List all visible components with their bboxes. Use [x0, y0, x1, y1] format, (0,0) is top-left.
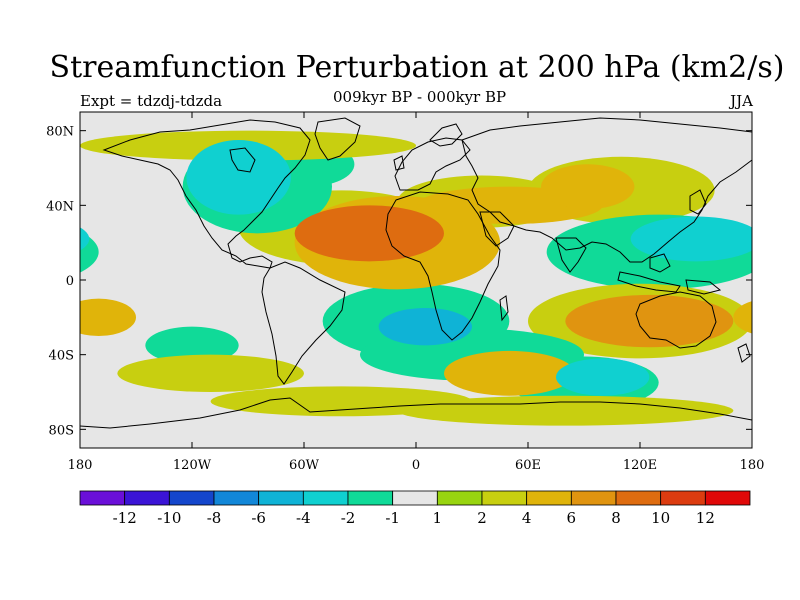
coastline-arabia [479, 211, 515, 247]
anomaly-region [397, 395, 734, 426]
coastline-hudson-bay [229, 147, 256, 173]
colorbar-swatch [168, 490, 215, 506]
anomaly-region [444, 350, 575, 396]
coastline-indonesia [617, 271, 681, 293]
colorbar-swatch [124, 490, 170, 506]
anomaly-region [630, 216, 752, 262]
colorbar-swatch [660, 490, 706, 506]
colorbar-label: 8 [611, 509, 621, 527]
coastline-greenland [314, 117, 361, 161]
colorbar-label: 10 [651, 509, 670, 527]
colorbar-label: -6 [251, 509, 266, 527]
anomaly-region [733, 301, 752, 334]
colorbar-swatch [436, 490, 483, 506]
colorbar-swatch [704, 490, 751, 506]
colorbar-label: -12 [113, 509, 137, 527]
x-tick-label: 180 [740, 458, 765, 473]
x-tick-label: 120W [173, 458, 212, 473]
coastline-australia [635, 291, 717, 349]
anomaly-region [80, 227, 90, 251]
anomaly-region [556, 358, 650, 396]
contour-field [80, 112, 752, 448]
time-period-label: 009kyr BP - 000kyr BP [333, 88, 507, 106]
experiment-label: Expt = tdzdj-tdzda [80, 92, 223, 110]
colorbar-swatch [526, 490, 572, 506]
x-tick-label: 0 [412, 458, 420, 473]
colorbar-swatch [347, 490, 394, 506]
x-tick-label: 180 [68, 458, 93, 473]
colorbar-label: -4 [296, 509, 311, 527]
colorbar-label: 2 [477, 509, 487, 527]
coastline-new-zealand [737, 343, 751, 363]
colorbar-label: -10 [157, 509, 181, 527]
colorbar-swatch [481, 490, 528, 506]
anomaly-region [541, 164, 635, 210]
colorbar-label: -2 [341, 509, 356, 527]
anomaly-region [294, 205, 444, 262]
y-tick-label: 40N [46, 199, 74, 214]
y-tick-label: 0 [66, 274, 74, 289]
x-tick-label: 60E [515, 458, 541, 473]
x-axis: 180 120W 60W 0 60E 120E 180 [68, 112, 765, 473]
coastline-north-america [102, 119, 311, 269]
coastline-india [555, 237, 587, 273]
colorbar-label: -1 [385, 509, 400, 527]
y-tick-label: 80N [46, 125, 74, 140]
coastline-europe [394, 137, 471, 191]
coastline-africa [385, 191, 501, 341]
colorbar-label: -8 [207, 509, 222, 527]
coastline-borneo [649, 253, 671, 273]
anomaly-region [186, 140, 291, 215]
colorbar-swatch [392, 490, 438, 506]
anomaly-region [117, 354, 304, 393]
colorbar-label: 4 [522, 509, 532, 527]
season-label: JJA [730, 92, 753, 110]
coastline-uk [393, 155, 405, 171]
colorbar-label: 12 [696, 509, 715, 527]
y-axis: 80N 40N 0 40S 80S [46, 125, 752, 438]
colorbar-swatch [79, 490, 126, 506]
colorbar: -12 -10 -8 -6 -4 -2 -1 1 2 4 6 8 10 12 [79, 490, 751, 527]
y-tick-label: 40S [49, 349, 74, 364]
colorbar-swatch [615, 490, 662, 506]
colorbar-swatch [302, 490, 349, 506]
anomaly-region [80, 298, 136, 336]
y-tick-label: 80S [49, 423, 74, 438]
colorbar-swatch [570, 490, 617, 506]
anomaly-region [565, 294, 734, 348]
colorbar-swatch [258, 490, 304, 506]
x-tick-label: 120E [623, 458, 657, 473]
coastline-scandinavia [429, 123, 463, 147]
anomaly-region [145, 326, 239, 365]
colorbar-label: 1 [433, 509, 443, 527]
x-tick-label: 60W [289, 458, 320, 473]
chart-title: Streamfunction Perturbation at 200 hPa (… [49, 50, 785, 85]
coastlines [80, 117, 752, 429]
coastline-south-america [261, 261, 346, 385]
colorbar-swatch [213, 490, 260, 506]
coastline-madagascar [499, 295, 509, 322]
coastline-antarctica [80, 397, 752, 429]
coastline-new-guinea [685, 279, 722, 295]
coastline-japan [689, 189, 707, 215]
colorbar-label: 6 [567, 509, 577, 527]
anomaly-region [378, 308, 473, 346]
